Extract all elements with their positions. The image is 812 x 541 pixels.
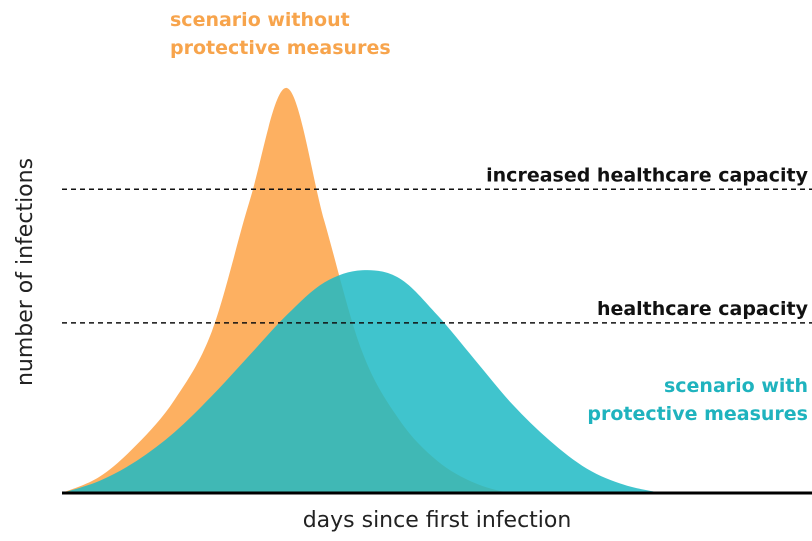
x-axis-label: days since first infection [303,508,572,533]
area [62,270,662,493]
y-axis-label: number of infections [13,158,38,386]
series-label: scenario with protective measures [587,375,808,425]
area [62,87,662,494]
series-label: scenario without protective measures [170,9,391,59]
reference-label: increased healthcare capacity [486,164,808,186]
reference-label: healthcare capacity [597,298,809,320]
